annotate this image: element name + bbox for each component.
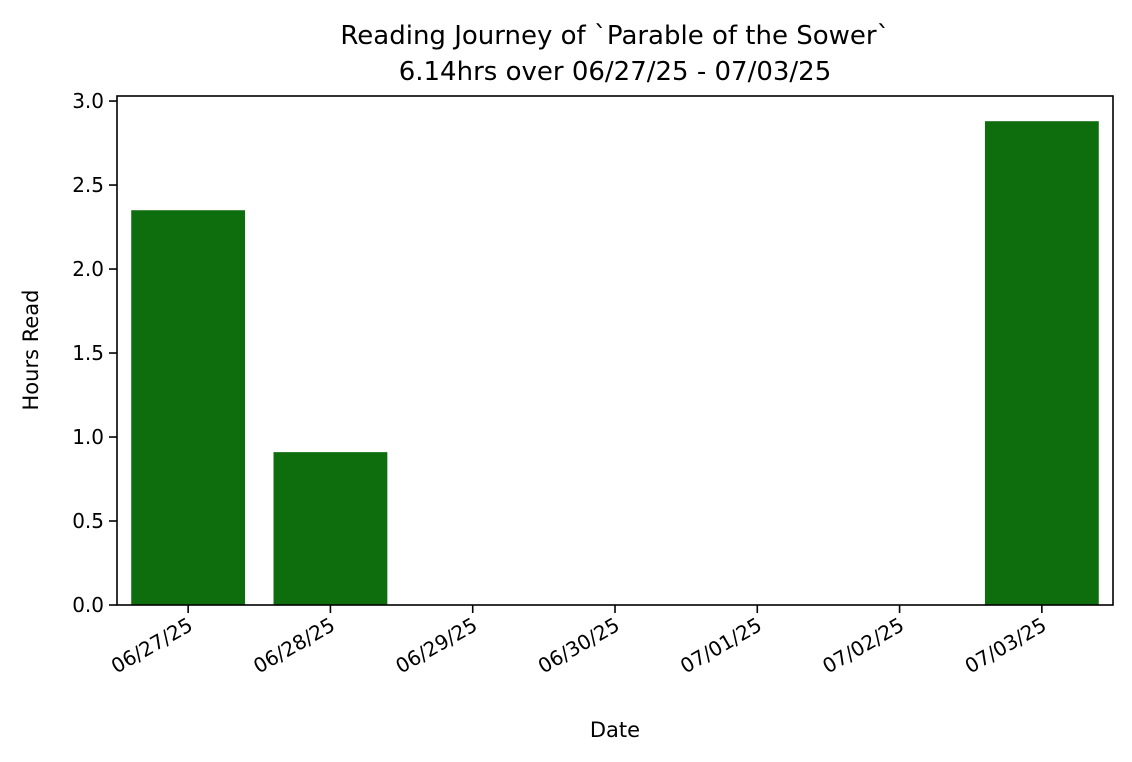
y-tick-label: 3.0 <box>72 89 104 113</box>
bars-group <box>131 121 1099 605</box>
y-tick-label: 0.0 <box>72 593 104 617</box>
x-tick-label: 06/30/25 <box>534 613 624 679</box>
y-tick-label: 2.5 <box>72 173 104 197</box>
x-tick-label: 07/03/25 <box>961 613 1051 679</box>
bar-07-03-25 <box>984 121 1099 605</box>
y-axis-ticks: 0.0 0.5 1.0 1.5 2.0 2.5 3.0 <box>72 89 117 617</box>
plot-frame <box>116 95 1114 606</box>
y-tick-label: 1.0 <box>72 425 104 449</box>
x-tick-label: 06/27/25 <box>107 613 197 679</box>
chart-subtitle: 6.14hrs over 06/27/25 - 07/03/25 <box>399 57 832 87</box>
chart-title: Reading Journey of `Parable of the Sower… <box>340 21 889 51</box>
y-tick-label: 0.5 <box>72 509 104 533</box>
bar-06-28-25 <box>273 452 388 605</box>
y-tick-label: 1.5 <box>72 341 104 365</box>
x-axis-label: Date <box>590 718 640 742</box>
y-tick-label: 2.0 <box>72 257 104 281</box>
x-tick-label: 06/28/25 <box>249 613 339 679</box>
x-tick-label: 06/29/25 <box>391 613 481 679</box>
x-tick-label: 07/01/25 <box>676 613 766 679</box>
y-axis-label: Hours Read <box>19 290 43 411</box>
x-tick-label: 07/02/25 <box>818 613 908 679</box>
bar-06-27-25 <box>131 210 246 605</box>
x-axis-ticks: 06/27/25 06/28/25 06/29/25 06/30/25 07/01/25… <box>107 605 1051 679</box>
